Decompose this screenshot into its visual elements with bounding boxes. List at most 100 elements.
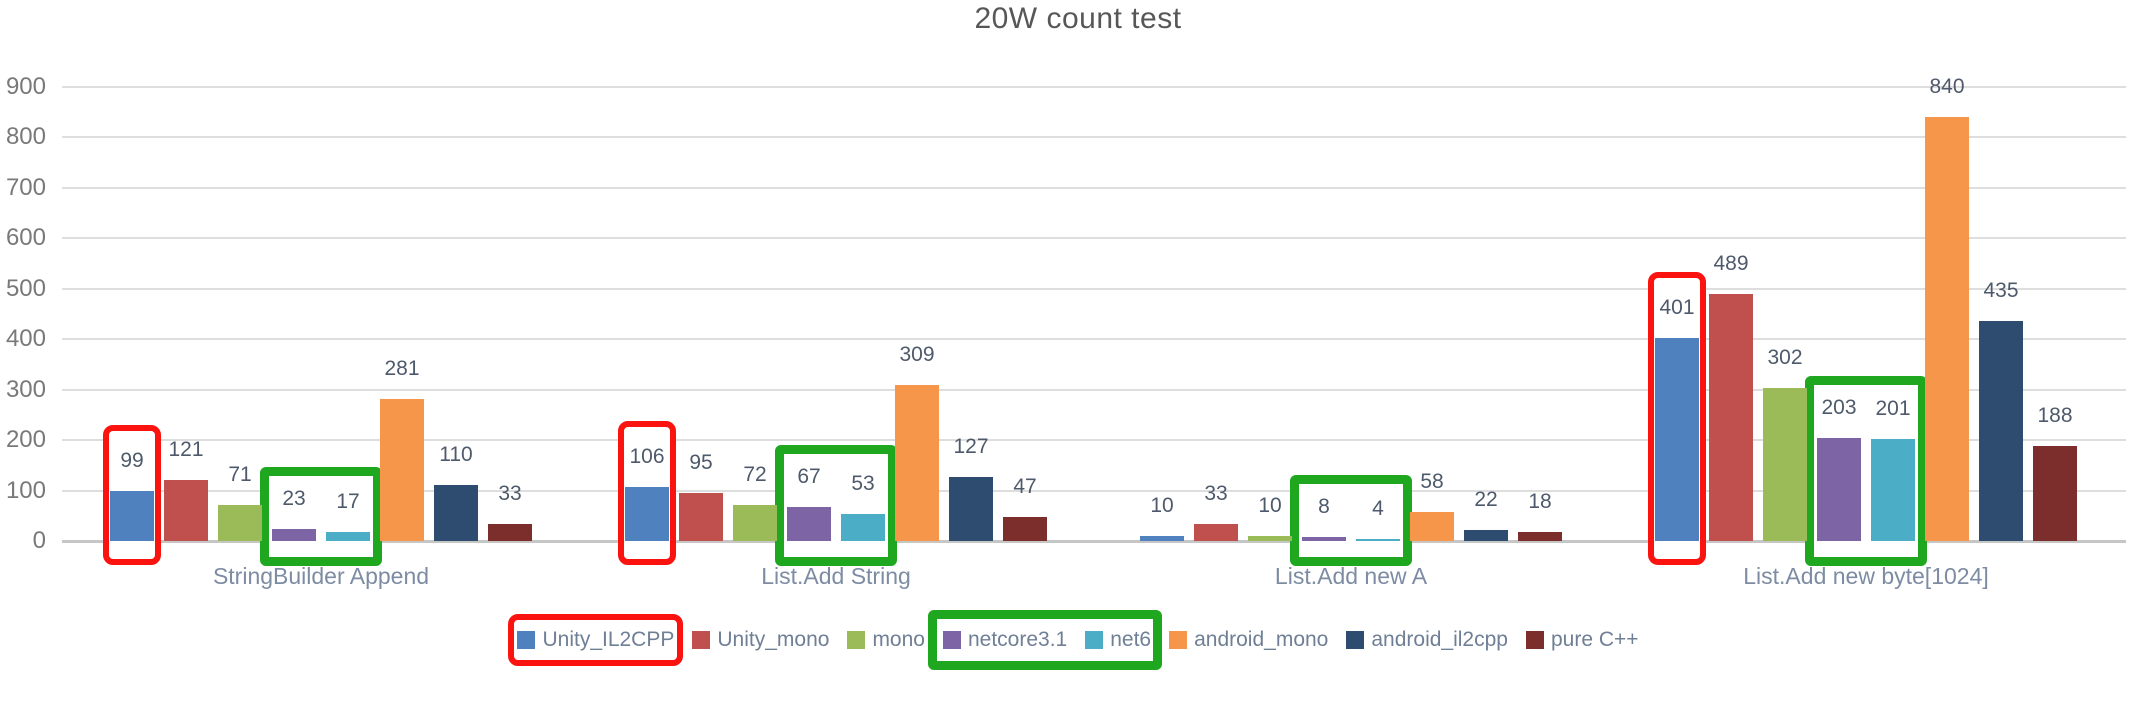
legend-label: netcore3.1: [967, 628, 1068, 651]
bar-pure-c-list-add-string: [1003, 517, 1047, 541]
bar-mono-list-add-new-byte-1024: [1763, 388, 1807, 541]
bar-mono-list-add-new-a: [1248, 536, 1292, 541]
value-label: 489: [1713, 252, 1749, 275]
bar-mono-stringbuilder-append: [218, 505, 262, 541]
value-label: 10: [1258, 494, 1282, 517]
gridline: [62, 186, 2126, 189]
annotation-green-box: [1290, 474, 1412, 566]
gridline: [62, 85, 2126, 88]
value-label: 203: [1821, 396, 1857, 419]
value-label: 121: [168, 438, 204, 461]
bar-android-il2cpp-list-add-new-byte-1024: [1979, 321, 2023, 541]
value-label: 53: [851, 472, 875, 495]
legend-swatch-net6: [1085, 631, 1104, 649]
bar-net6-list-add-new-a: [1356, 539, 1400, 541]
legend-item-net6: net6: [1085, 628, 1151, 652]
value-label: 58: [1420, 470, 1444, 493]
y-axis-tick-label: 400: [5, 325, 46, 352]
value-label: 95: [689, 451, 713, 474]
bar-unity-il2cpp-stringbuilder-append: [110, 491, 154, 541]
value-label: 302: [1767, 346, 1803, 369]
y-axis-tick-label: 100: [5, 476, 46, 504]
annotation-green-box: [260, 467, 382, 566]
category-label: List.Add new A: [1274, 563, 1428, 589]
bar-unity-mono-list-add-new-byte-1024: [1709, 294, 1753, 541]
y-axis-tick-label: 700: [5, 173, 46, 201]
value-label: 127: [953, 435, 989, 458]
gridline: [62, 489, 2126, 492]
bar-unity-il2cpp-list-add-string: [625, 487, 669, 541]
legend-swatch-unity-il2cpp: [517, 631, 536, 649]
bar-android-mono-list-add-string: [895, 385, 939, 541]
legend-label: mono: [872, 628, 925, 651]
bar-net6-stringbuilder-append: [326, 532, 370, 541]
y-axis-tick-label: 600: [5, 224, 46, 251]
gridline: [62, 136, 2126, 138]
value-label: 17: [336, 490, 360, 513]
value-label: 840: [1929, 75, 1965, 98]
category-label: List.Add new byte[1024]: [1743, 563, 1989, 589]
y-axis-tick-label: 900: [5, 72, 46, 100]
category-label: List.Add String: [761, 563, 911, 589]
value-label: 201: [1875, 397, 1911, 420]
bar-net6-list-add-new-byte-1024: [1871, 439, 1915, 541]
gridline: [62, 388, 2126, 391]
gridline: [62, 287, 2126, 290]
legend: Unity_IL2CPP Unity_mono mono netcore3.1 net6…: [0, 628, 2156, 652]
value-label: 33: [498, 482, 522, 505]
value-label: 106: [629, 445, 665, 468]
bar-pure-c-list-add-new-a: [1518, 532, 1562, 541]
value-label: 188: [2037, 404, 2073, 427]
bar-android-il2cpp-stringbuilder-append: [434, 485, 478, 541]
bar-unity-mono-stringbuilder-append: [164, 480, 208, 541]
legend-swatch-netcore3-1: [942, 631, 961, 649]
y-axis-tick-label: 800: [5, 123, 46, 150]
gridline: [62, 237, 2126, 239]
annotation-green-box: [775, 445, 897, 566]
legend-label: android_il2cpp: [1371, 628, 1508, 651]
y-axis-tick-label: 0: [32, 527, 46, 554]
bar-unity-il2cpp-list-add-new-a: [1140, 536, 1184, 541]
legend-label: Unity_mono: [717, 628, 830, 651]
value-label: 401: [1659, 296, 1695, 319]
legend-item-mono: mono: [847, 628, 925, 652]
bar-net6-list-add-string: [841, 514, 885, 541]
legend-swatch-mono: [847, 631, 866, 649]
bar-android-mono-list-add-new-a: [1410, 512, 1454, 541]
value-label: 8: [1318, 495, 1330, 518]
bar-netcore3-1-list-add-new-byte-1024: [1817, 438, 1861, 541]
category-label: StringBuilder Append: [212, 563, 430, 589]
legend-item-netcore3-1: netcore3.1: [942, 628, 1068, 652]
value-label: 18: [1528, 490, 1552, 513]
legend-swatch-android-mono: [1169, 631, 1188, 649]
gridline: [62, 338, 2126, 340]
value-label: 47: [1013, 475, 1037, 498]
legend-item-unity-mono: Unity_mono: [692, 628, 829, 652]
value-label: 435: [1983, 279, 2019, 302]
legend-item-unity-il2cpp: Unity_IL2CPP: [517, 628, 674, 652]
value-label: 71: [228, 463, 252, 486]
chart-title: 20W count test: [974, 2, 1182, 35]
legend-swatch-unity-mono: [692, 631, 711, 649]
value-label: 281: [384, 357, 420, 380]
bar-pure-c-list-add-new-byte-1024: [2033, 446, 2077, 541]
value-label: 309: [899, 343, 935, 366]
x-axis-baseline: [62, 540, 2126, 543]
gridline: [62, 439, 2126, 441]
y-axis-tick-label: 200: [5, 426, 46, 453]
bar-netcore3-1-stringbuilder-append: [272, 529, 316, 541]
legend-item-pure-c: pure C++: [1525, 628, 1639, 652]
bar-netcore3-1-list-add-string: [787, 507, 831, 541]
bar-android-mono-stringbuilder-append: [380, 399, 424, 541]
y-axis-tick-label: 300: [5, 375, 46, 403]
legend-label: pure C++: [1550, 628, 1639, 651]
value-label: 72: [743, 463, 767, 486]
y-axis-tick-label: 500: [5, 274, 46, 302]
value-label: 33: [1204, 482, 1228, 505]
bar-android-mono-list-add-new-byte-1024: [1925, 117, 1969, 541]
bar-netcore3-1-list-add-new-a: [1302, 537, 1346, 541]
legend-annotation-green-box: [927, 610, 1163, 670]
legend-swatch-android-il2cpp: [1346, 631, 1365, 649]
legend-item-android-il2cpp: android_il2cpp: [1346, 628, 1508, 652]
